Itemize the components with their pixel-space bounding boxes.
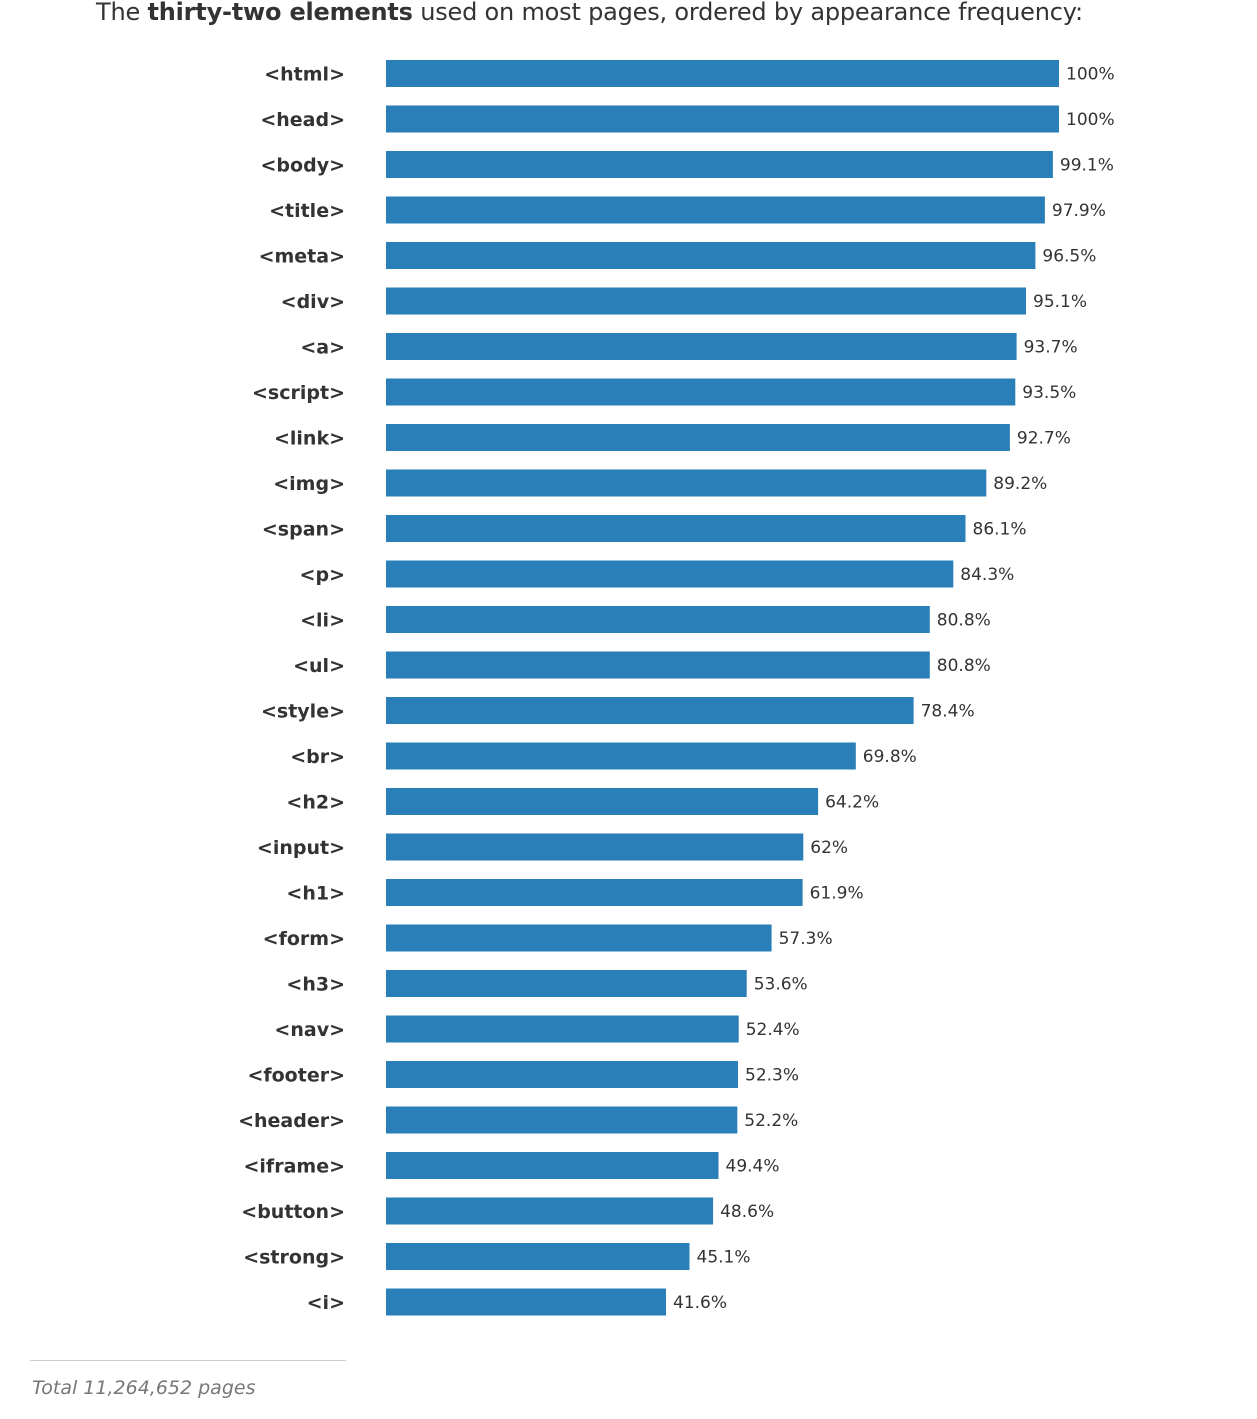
category-label: <h2>: [286, 792, 345, 814]
category-label: <footer>: [247, 1065, 345, 1087]
bar: [386, 879, 803, 906]
category-label: <form>: [263, 928, 345, 950]
bar: [386, 106, 1059, 133]
category-label: <nav>: [274, 1019, 345, 1041]
value-label: 41.6%: [673, 1293, 727, 1313]
bar: [386, 925, 772, 952]
category-label: <style>: [261, 701, 345, 723]
category-label: <input>: [257, 837, 345, 859]
value-label: 95.1%: [1033, 292, 1087, 312]
value-label: 99.1%: [1060, 156, 1114, 176]
value-label: 96.5%: [1042, 247, 1096, 267]
category-label: <span>: [262, 519, 345, 541]
category-label: <script>: [252, 382, 345, 404]
value-label: 97.9%: [1052, 201, 1106, 221]
category-label: <li>: [300, 610, 345, 632]
category-label: <iframe>: [244, 1156, 346, 1178]
bar: [386, 652, 930, 679]
category-label: <header>: [238, 1110, 345, 1132]
value-label: 100%: [1066, 110, 1115, 130]
category-label: <p>: [300, 564, 345, 586]
bar: [386, 1107, 737, 1134]
value-label: 89.2%: [993, 474, 1047, 494]
bar: [386, 515, 966, 542]
bar: [386, 288, 1026, 315]
bar: [386, 834, 803, 861]
bar: [386, 1289, 666, 1316]
value-label: 80.8%: [937, 656, 991, 676]
footer-divider: [30, 1360, 346, 1361]
value-label: 78.4%: [921, 702, 975, 722]
category-label: <h1>: [286, 883, 345, 905]
bar-chart: <html> 100% <head> 100% <body> 99.1% <title> 97…: [0, 0, 1257, 1340]
value-label: 49.4%: [726, 1157, 780, 1177]
category-label: <img>: [273, 473, 345, 495]
bar: [386, 151, 1053, 178]
category-label: <div>: [281, 291, 345, 313]
category-label: <title>: [269, 200, 345, 222]
category-label: <button>: [241, 1201, 345, 1223]
category-label: <h3>: [286, 974, 345, 996]
value-label: 45.1%: [697, 1248, 751, 1268]
category-label: <br>: [290, 746, 345, 768]
value-label: 84.3%: [960, 565, 1014, 585]
bar: [386, 1198, 713, 1225]
value-label: 52.3%: [745, 1066, 799, 1086]
value-label: 53.6%: [754, 975, 808, 995]
bar: [386, 424, 1010, 451]
value-label: 93.7%: [1024, 338, 1078, 358]
category-label: <link>: [274, 428, 345, 450]
bar: [386, 333, 1017, 360]
value-label: 92.7%: [1017, 429, 1071, 449]
bar: [386, 242, 1035, 269]
category-label: <a>: [300, 337, 345, 359]
value-label: 62%: [810, 838, 848, 858]
category-label: <head>: [260, 109, 345, 131]
value-label: 93.5%: [1022, 383, 1076, 403]
category-label: <i>: [307, 1292, 345, 1314]
bar: [386, 697, 914, 724]
bar: [386, 1061, 738, 1088]
bar: [386, 1243, 690, 1270]
category-label: <html>: [264, 64, 345, 86]
value-label: 52.2%: [744, 1111, 798, 1131]
bar: [386, 379, 1015, 406]
value-label: 52.4%: [746, 1020, 800, 1040]
bar: [386, 60, 1059, 87]
value-label: 69.8%: [863, 747, 917, 767]
category-label: <body>: [261, 155, 345, 177]
bar: [386, 197, 1045, 224]
bar: [386, 1016, 739, 1043]
bar: [386, 470, 986, 497]
value-label: 64.2%: [825, 793, 879, 813]
bar: [386, 561, 953, 588]
category-label: <meta>: [259, 246, 345, 268]
value-label: 48.6%: [720, 1202, 774, 1222]
bar: [386, 606, 930, 633]
category-label: <ul>: [293, 655, 345, 677]
value-label: 100%: [1066, 65, 1115, 85]
bar: [386, 1152, 719, 1179]
bar: [386, 970, 747, 997]
value-label: 61.9%: [810, 884, 864, 904]
category-label: <strong>: [243, 1247, 345, 1269]
bar: [386, 743, 856, 770]
value-label: 86.1%: [973, 520, 1027, 540]
total-pages-note: Total 11,264,652 pages: [32, 1377, 255, 1399]
bar: [386, 788, 818, 815]
value-label: 57.3%: [779, 929, 833, 949]
value-label: 80.8%: [937, 611, 991, 631]
